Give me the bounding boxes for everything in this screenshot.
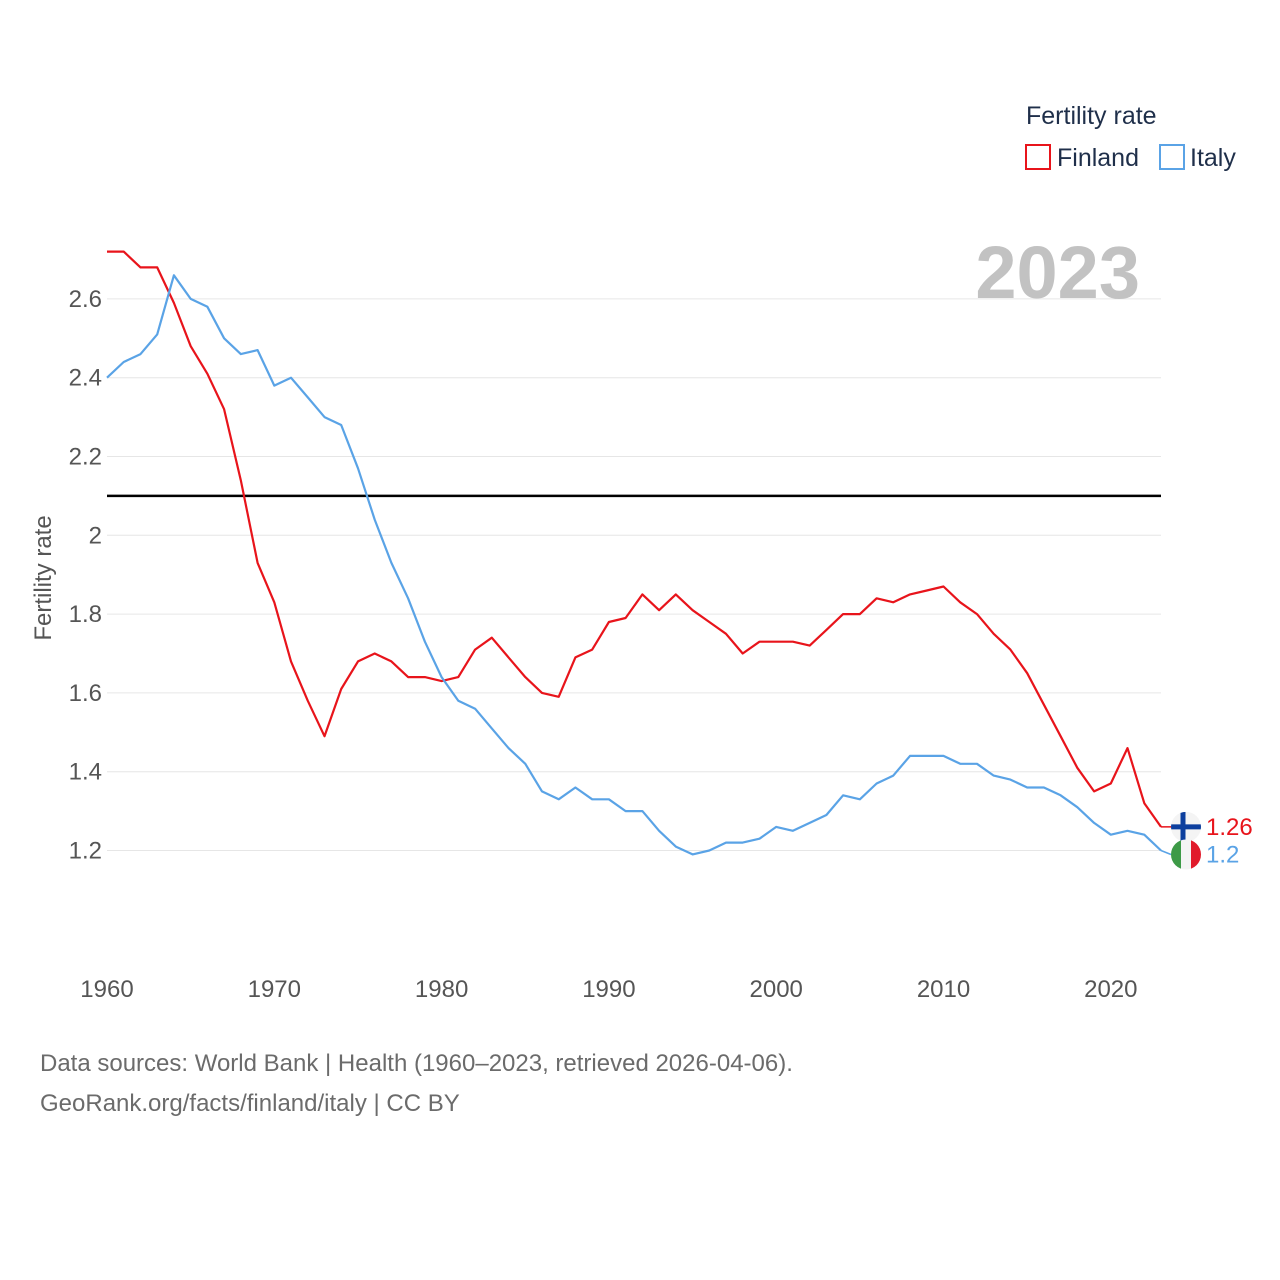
series-lines — [106, 250, 1162, 856]
attribution-link[interactable]: GeoRank.org/facts/finland/italy | CC BY — [40, 1090, 460, 1117]
y-tick-label: 1.4 — [69, 759, 102, 786]
legend-title: Fertility rate — [1026, 102, 1157, 130]
x-tick-label: 1980 — [415, 976, 468, 1003]
legend-label-italy: Italy — [1190, 144, 1236, 172]
data-source-footer: Data sources: World Bank | Health (1960–… — [40, 1044, 793, 1124]
y-tick-label: 1.2 — [69, 838, 102, 865]
y-axis-title: Fertility rate — [30, 515, 57, 640]
legend-item-italy[interactable]: Italy — [1159, 144, 1236, 172]
legend[interactable]: Fertility rate Finland Italy — [1025, 102, 1236, 172]
y-tick-label: 2.4 — [69, 365, 102, 392]
x-tick-label: 2010 — [917, 976, 970, 1003]
end-value-label-italy: 1.2 — [1206, 842, 1239, 869]
finland-flag-icon — [1171, 811, 1201, 842]
source-line: Data sources: World Bank | Health (1960–… — [40, 1050, 793, 1077]
y-tick-label: 1.6 — [69, 680, 102, 707]
y-tick-label: 1.8 — [69, 601, 102, 628]
legend-swatch-italy — [1159, 144, 1185, 170]
legend-label-finland: Finland — [1057, 144, 1139, 172]
current-year-label: 2023 — [975, 231, 1140, 314]
end-connector-italy — [1160, 849, 1172, 856]
y-tick-label: 2.2 — [69, 444, 102, 471]
x-tick-label: 2020 — [1084, 976, 1137, 1003]
y-axis-ticks: 1.2 1.4 1.6 1.8 2 2.2 2.4 2.6 — [69, 286, 102, 865]
italy-flag-icon — [1171, 839, 1201, 870]
series-line-italy — [106, 274, 1162, 856]
x-tick-label: 2000 — [750, 976, 803, 1003]
end-value-label-finland: 1.26 — [1206, 814, 1253, 841]
end-markers: 1.261.2 — [1160, 811, 1253, 870]
y-tick-label: 2 — [89, 522, 102, 549]
legend-swatch-finland — [1025, 144, 1051, 170]
x-tick-label: 1960 — [80, 976, 133, 1003]
y-tick-label: 2.6 — [69, 286, 102, 313]
gridlines — [107, 298, 1161, 852]
series-line-finland — [107, 250, 1162, 828]
x-tick-label: 1970 — [248, 976, 301, 1003]
x-tick-label: 1990 — [582, 976, 635, 1003]
legend-item-finland[interactable]: Finland — [1025, 144, 1139, 172]
x-axis-ticks: 1960 1970 1980 1990 2000 2010 2020 — [80, 976, 1137, 1003]
